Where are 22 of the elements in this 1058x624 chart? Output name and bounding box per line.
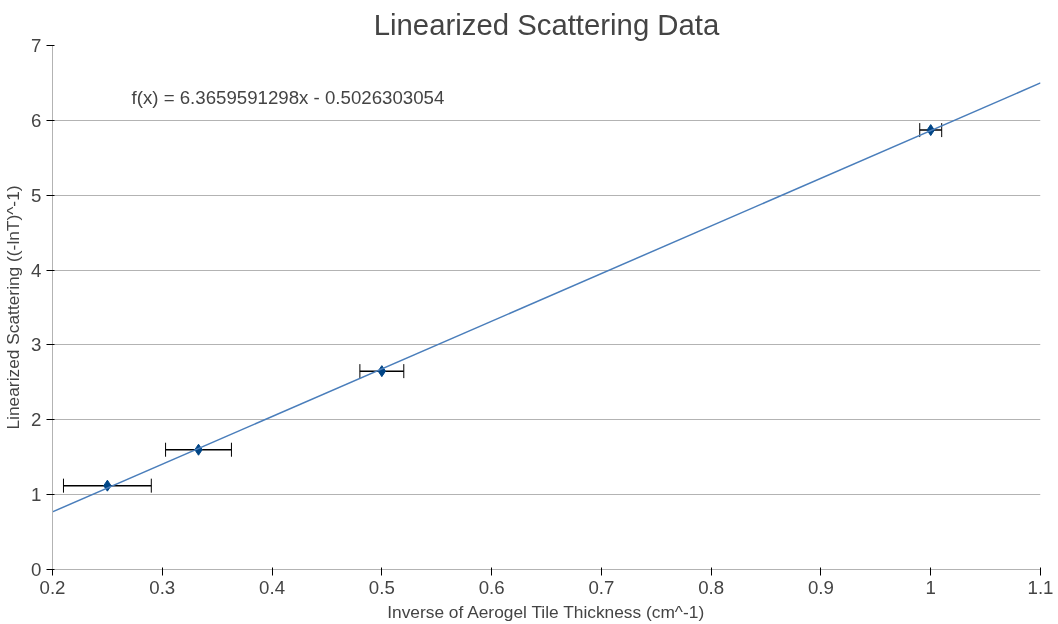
x-axis-title: Inverse of Aerogel Tile Thickness (cm^-1) <box>387 601 705 622</box>
y-tick-label: 5 <box>31 184 42 206</box>
y-tick-label: 2 <box>31 409 42 431</box>
annotation: f(x) = 6.3659591298x - 0.5026303054 <box>131 87 445 109</box>
x-tick-label: 0.2 <box>39 576 66 598</box>
x-tick-label: 1.1 <box>1027 576 1054 598</box>
y-axis-title: Linearized Scattering ((-lnT)^-1) <box>3 185 24 430</box>
x-tick-label: 0.6 <box>478 576 505 598</box>
y-tick-label: 7 <box>31 35 42 56</box>
x-tick-label: 0.7 <box>588 576 615 598</box>
x-tick-label: 0.5 <box>368 576 395 598</box>
x-tick-label: 0.3 <box>149 576 176 598</box>
y-tick-label: 3 <box>31 334 42 356</box>
y-tick-label: 6 <box>31 109 42 131</box>
x-tick-label: 0.8 <box>698 576 725 598</box>
y-tick-label: 0 <box>31 559 42 580</box>
x-tick-label: 0.4 <box>259 576 286 598</box>
x-tick-label: 0.9 <box>807 576 834 598</box>
y-tick-label: 1 <box>31 484 42 506</box>
chart-title: Linearized Scattering Data <box>373 7 720 41</box>
x-tick-label: 1 <box>925 576 936 598</box>
y-tick-label: 4 <box>31 259 42 281</box>
